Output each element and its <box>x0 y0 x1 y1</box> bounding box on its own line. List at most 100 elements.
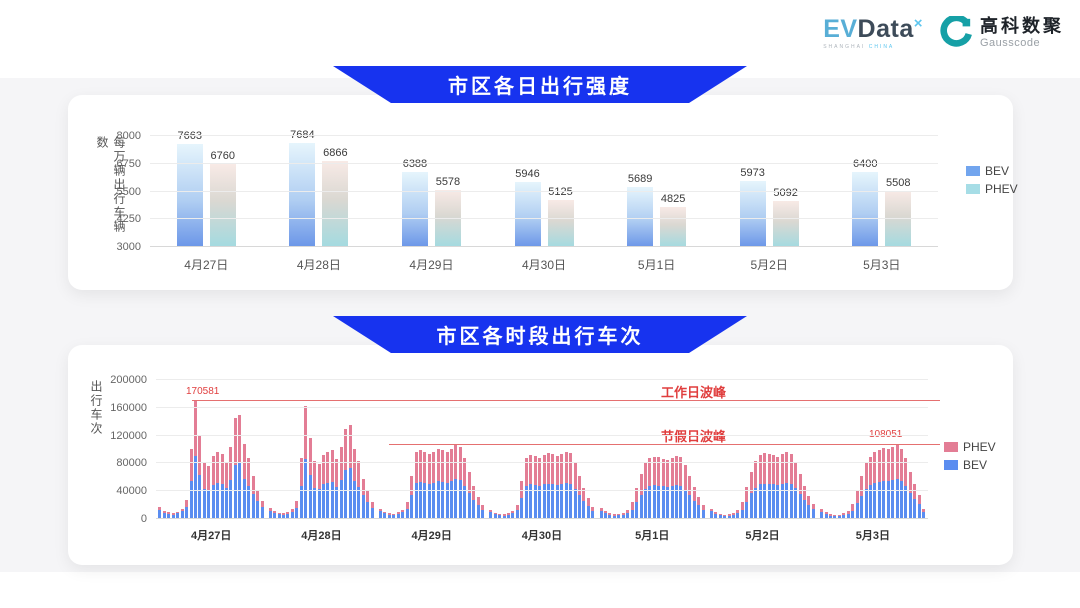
bev-segment <box>361 495 365 519</box>
bev-segment <box>895 478 899 519</box>
bev-segment <box>639 494 643 519</box>
phev-segment <box>489 509 493 512</box>
hour-stacked-bar <box>688 475 692 519</box>
phev-segment <box>560 453 564 484</box>
bev-segment <box>599 510 603 519</box>
bev-segment <box>591 510 595 519</box>
phev-segment <box>868 456 872 486</box>
phev-segment <box>299 457 303 486</box>
hour-stacked-bar <box>180 508 184 519</box>
day-group: 5月2日 <box>707 380 817 542</box>
hour-stacked-bar <box>339 447 343 519</box>
hour-stacked-bar <box>313 461 317 519</box>
hour-stacked-bar <box>348 425 352 519</box>
day-group: 6388 5578 4月29日 <box>375 136 488 272</box>
hour-stacked-bar <box>286 512 290 519</box>
phev-segment <box>339 447 343 481</box>
hour-stacked-bar <box>891 446 895 519</box>
bev-segment <box>732 514 736 519</box>
y-axis-tick: 5500 <box>116 185 141 198</box>
hour-stacked-bar <box>193 400 197 519</box>
phev-segment <box>591 506 595 511</box>
phev-segment <box>445 452 449 483</box>
legend-item-bev: BEV <box>944 458 996 472</box>
bev-segment <box>251 494 255 519</box>
phev-segment <box>564 451 568 483</box>
bev-swatch-icon <box>944 460 958 470</box>
bev-segment <box>582 501 586 519</box>
phev-segment <box>749 471 753 494</box>
hour-stacked-bar <box>524 457 528 519</box>
hour-stacked-bar <box>877 449 881 519</box>
hour-stacked-bar <box>723 514 727 519</box>
phev-segment <box>251 475 255 494</box>
phev-bar: 6866 <box>322 147 349 247</box>
day-group: 4月30日 <box>487 380 597 542</box>
bev-bar: 6400 <box>852 158 879 247</box>
hour-stacked-bar <box>820 509 824 519</box>
hour-stacked-bar <box>507 513 511 519</box>
phev-segment <box>736 510 740 514</box>
day-group: 4月29日 <box>377 380 487 542</box>
phev-segment <box>247 457 251 486</box>
hour-stacked-bar <box>754 460 758 519</box>
phev-segment <box>904 457 908 486</box>
hour-stacked-bar <box>666 459 670 519</box>
phev-segment <box>463 457 467 486</box>
bev-segment <box>454 479 458 519</box>
bev-segment <box>295 507 299 519</box>
bev-segment <box>612 515 616 519</box>
phev-segment <box>679 457 683 486</box>
bev-segment <box>282 514 286 519</box>
bev-segment <box>335 487 339 519</box>
hour-stacked-bar <box>176 511 180 519</box>
phev-segment <box>476 496 480 506</box>
bev-segment <box>467 493 471 519</box>
hourly-trips-title: 市区各时段出行车次 <box>436 326 644 348</box>
phev-segment <box>895 443 899 479</box>
hour-stacked-bar <box>282 513 286 519</box>
hour-stacked-bar <box>445 452 449 519</box>
bar-value-label: 5946 <box>515 167 540 180</box>
phev-segment <box>529 455 533 485</box>
bev-segment <box>922 512 926 519</box>
hour-stacked-bar <box>427 454 431 519</box>
gridline <box>156 490 928 492</box>
gridline <box>156 462 928 464</box>
hour-stacked-bar <box>846 510 850 519</box>
day-group: 4月28日 <box>266 380 376 542</box>
hour-stacked-bar <box>740 502 744 519</box>
phev-segment <box>472 485 476 500</box>
phev-segment <box>877 449 881 482</box>
bar-value-label: 5578 <box>435 175 461 188</box>
phev-segment <box>383 511 387 514</box>
bar-value-label: 5092 <box>773 186 798 199</box>
bev-segment <box>635 502 639 519</box>
bev-segment <box>268 510 272 519</box>
x-axis-label: 4月27日 <box>184 258 229 272</box>
phev-segment <box>701 505 705 510</box>
bev-segment <box>436 480 440 519</box>
bev-segment <box>904 486 908 519</box>
bev-segment <box>851 510 855 519</box>
bev-segment <box>882 480 886 519</box>
phev-segment <box>586 498 590 507</box>
bev-segment <box>476 505 480 519</box>
hourly-trips-card: 出行车次 4月27日 4月28日 4月29日 4月30日 5月1日 5月2日 5月3日 17… <box>68 345 1013 565</box>
phev-bar: 5125 <box>547 186 574 247</box>
hour-stacked-bar <box>749 471 753 519</box>
hour-stacked-bar <box>908 471 912 519</box>
phev-segment <box>335 459 339 487</box>
phev-segment <box>357 460 361 487</box>
hour-stacked-bar <box>837 514 841 519</box>
phev-segment <box>758 455 762 485</box>
bev-segment <box>794 488 798 519</box>
bev-segment <box>569 483 573 519</box>
phev-segment <box>846 510 850 514</box>
phev-segment <box>387 513 391 515</box>
y-axis-tick: 200000 <box>110 374 147 386</box>
phev-segment <box>286 512 290 514</box>
phev-segment <box>379 508 382 512</box>
phev-segment <box>507 513 511 515</box>
phev-segment <box>652 456 656 486</box>
